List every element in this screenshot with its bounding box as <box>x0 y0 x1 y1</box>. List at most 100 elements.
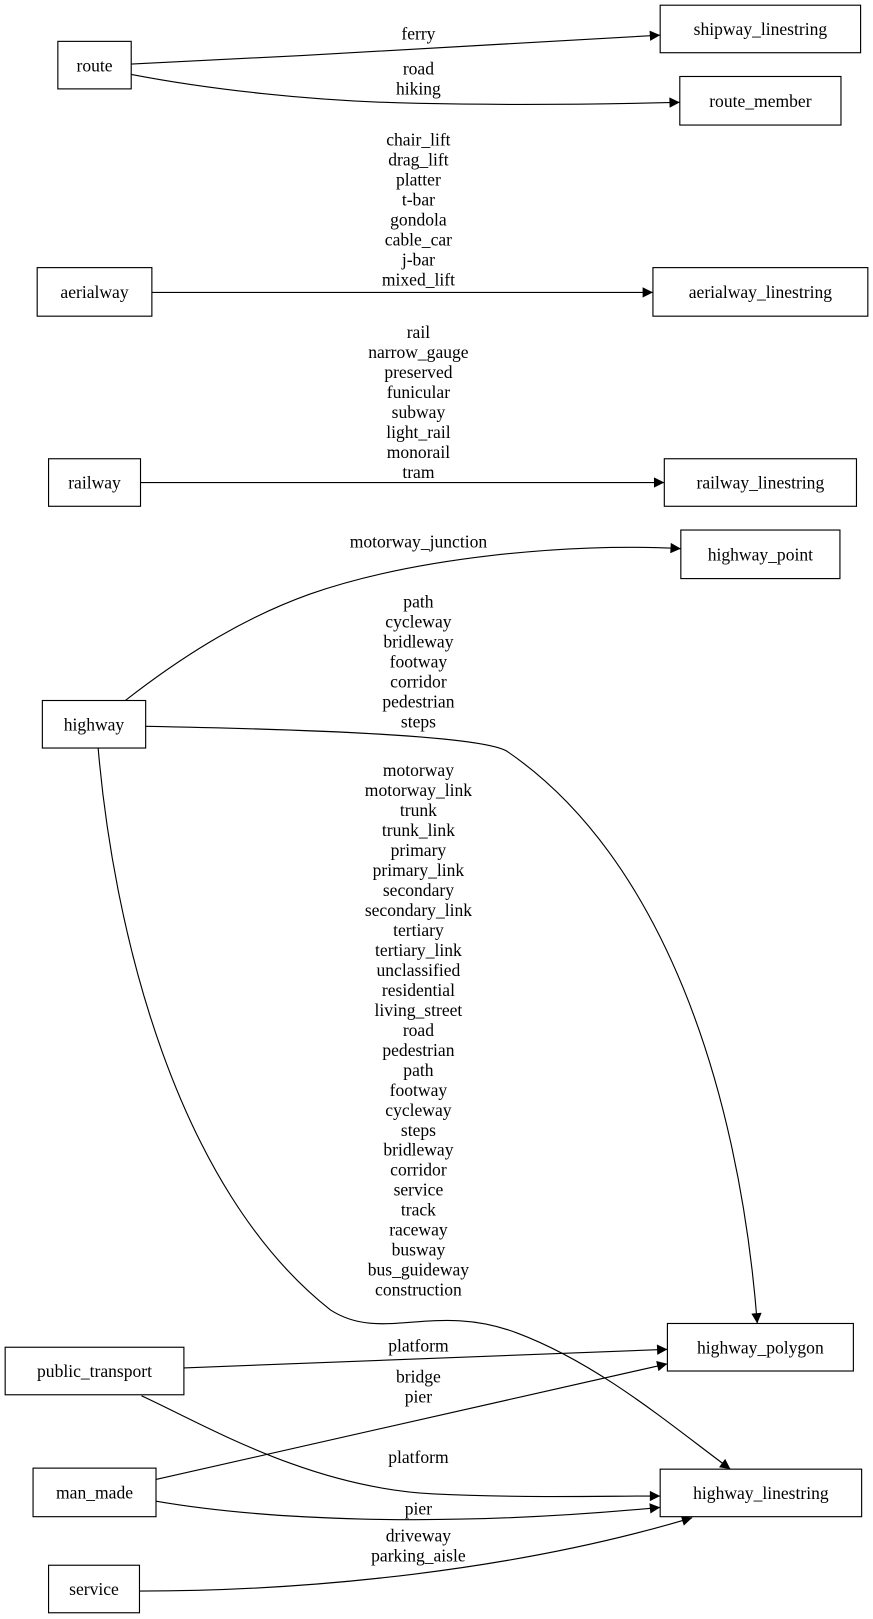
edge-label: footway <box>390 651 448 671</box>
edge-arrow <box>131 73 680 108</box>
edge-label: platform <box>388 1335 449 1355</box>
node-route: route <box>57 40 132 90</box>
edge-label: road <box>403 58 434 78</box>
edge-highway-to-highway_linestring: motorwaymotorway_linktrunktrunk_linkprim… <box>97 747 731 1470</box>
node-box <box>41 699 147 749</box>
node-highway_polygon: highway_polygon <box>666 1322 854 1372</box>
edge-label: path <box>403 592 433 612</box>
node-box <box>659 4 862 54</box>
edge-label: service <box>394 1180 444 1200</box>
edge-label: living_street <box>375 1000 463 1020</box>
node-box <box>652 267 869 317</box>
edge-label: motorway_link <box>365 780 472 800</box>
edge-railway-to-railway_linestring: railnarrow_gaugepreservedfunicularsubway… <box>140 322 665 488</box>
edge-label: pedestrian <box>382 1040 454 1060</box>
node-railway: railway <box>47 458 142 507</box>
edge-label: drag_lift <box>388 150 449 170</box>
edge-label: tertiary <box>393 920 444 940</box>
edge-label: bridleway <box>383 1140 453 1160</box>
edge-label: monorail <box>387 442 450 462</box>
edge-label: residential <box>382 980 455 1000</box>
edge-label: platter <box>396 170 441 190</box>
edge-label: track <box>401 1200 436 1220</box>
node-highway: highway <box>41 699 147 749</box>
node-man_made: man_made <box>32 1467 157 1518</box>
edge-aerialway-to-aerialway_linestring: chair_liftdrag_liftplattert-bargondolaca… <box>151 130 653 298</box>
edge-label: road <box>403 1020 434 1040</box>
node-public_transport: public_transport <box>4 1346 185 1396</box>
node-label: route <box>77 55 113 75</box>
edge-label: pier <box>405 1499 432 1519</box>
edge-arrow <box>123 542 681 702</box>
node-label: railway <box>68 473 121 493</box>
node-label: aerialway_linestring <box>689 282 832 302</box>
edge-label: busway <box>392 1240 446 1260</box>
edge-arrow <box>131 30 661 65</box>
edge-label: steps <box>401 1120 436 1140</box>
edges-layer: ferryroadhikingchair_liftdrag_liftplatte… <box>97 23 762 1592</box>
node-box <box>4 1346 185 1396</box>
edge-label: cable_car <box>385 230 452 250</box>
edge-route-to-shipway_linestring: ferry <box>131 23 661 65</box>
node-box <box>57 40 132 90</box>
node-aerialway_linestring: aerialway_linestring <box>652 267 869 317</box>
edge-public_transport-to-highway_linestring: platform <box>141 1395 661 1502</box>
edge-label: narrow_gauge <box>368 342 469 362</box>
node-label: route_member <box>709 91 811 111</box>
edge-label: rail <box>407 322 431 342</box>
edge-label: subway <box>392 402 446 422</box>
edge-label: primary <box>391 840 447 860</box>
edge-label: j-bar <box>401 250 435 270</box>
edge-highway-to-highway_point: motorway_junction <box>123 532 681 702</box>
edge-arrow <box>183 1344 668 1369</box>
node-label: man_made <box>56 1483 133 1503</box>
node-highway_linestring: highway_linestring <box>659 1468 863 1518</box>
node-box <box>659 1468 863 1518</box>
edge-arrow <box>145 725 762 1324</box>
edge-label: gondola <box>390 210 447 230</box>
edge-label: bus_guideway <box>368 1260 470 1280</box>
edge-label: platform <box>388 1447 449 1467</box>
node-box <box>666 1322 854 1372</box>
node-shipway_linestring: shipway_linestring <box>659 4 862 54</box>
node-aerialway: aerialway <box>36 267 153 317</box>
edge-label: hiking <box>396 78 441 98</box>
node-box <box>32 1467 157 1518</box>
edge-label: preserved <box>384 362 452 382</box>
node-label: highway_point <box>708 545 813 565</box>
edge-arrow <box>141 1395 661 1502</box>
edge-label: path <box>403 1060 433 1080</box>
edge-label: mixed_lift <box>382 270 455 290</box>
edge-arrow <box>155 1500 661 1521</box>
edge-arrow <box>139 1515 693 1592</box>
node-service: service <box>47 1564 141 1614</box>
node-box <box>36 267 153 317</box>
edge-highway-to-highway_polygon: path cycleway bridleway footway corridor pede… <box>145 592 762 1324</box>
node-box <box>47 1564 141 1614</box>
edge-label: funicular <box>387 382 450 402</box>
node-label: aerialway <box>60 282 128 302</box>
edge-label: construction <box>375 1280 462 1300</box>
edge-label: tram <box>402 462 435 482</box>
edge-man_made-to-highway_linestring: pier <box>155 1499 661 1521</box>
edge-label: tertiary_link <box>375 940 462 960</box>
edge-label: primary_link <box>373 860 465 880</box>
node-label: service <box>69 1579 119 1599</box>
node-label: highway_linestring <box>693 1483 829 1503</box>
edge-label: raceway <box>389 1220 448 1240</box>
node-box <box>47 458 142 507</box>
edge-label: trunk_link <box>382 820 455 840</box>
edge-arrow <box>97 747 731 1470</box>
node-highway_point: highway_point <box>680 529 841 580</box>
edge-label: chair_lift <box>386 130 450 150</box>
node-label: railway_linestring <box>697 473 825 493</box>
edge-arrow <box>155 1361 668 1481</box>
edge-public_transport-to-highway_polygon: platform <box>183 1335 668 1369</box>
edge-label: corridor <box>390 1160 447 1180</box>
edge-label: cycleway <box>385 1100 451 1120</box>
edge-label: motorway_junction <box>350 532 488 552</box>
edge-label: light_rail <box>386 422 450 442</box>
